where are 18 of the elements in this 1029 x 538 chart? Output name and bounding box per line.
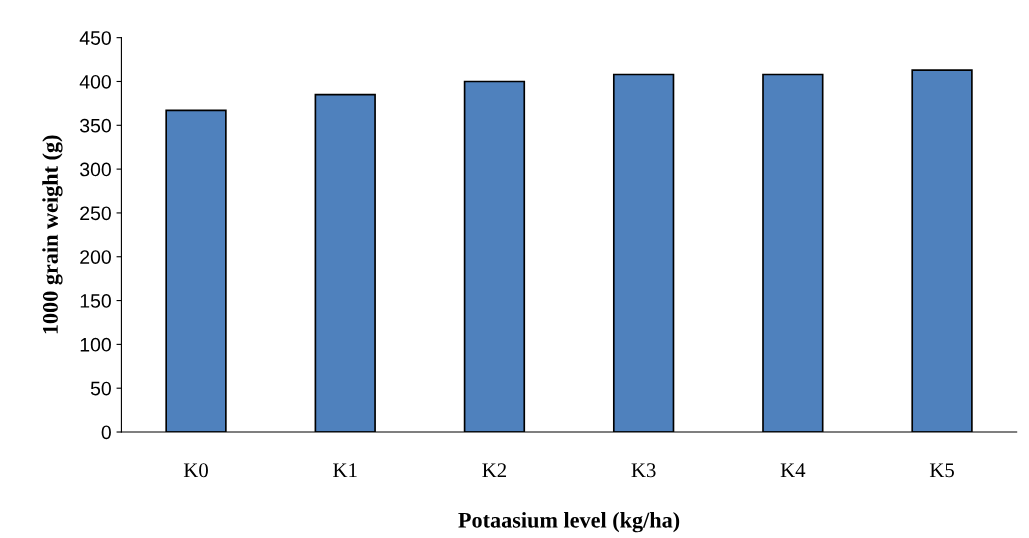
y-tick-label: 100 <box>80 337 111 352</box>
x-axis-title: Potaasium level (kg/ha) <box>458 512 680 533</box>
x-tick-label: K2 <box>482 463 507 478</box>
y-tick-label: 400 <box>79 74 111 89</box>
x-tick-label: K5 <box>929 463 954 478</box>
y-tick-label: 450 <box>79 31 111 45</box>
y-tick-label: 300 <box>80 162 111 177</box>
y-tick-label: 50 <box>90 381 111 396</box>
y-axis-title: 1000 grain weight (g) <box>42 135 63 334</box>
y-tick-label: 350 <box>80 118 111 133</box>
y-tick-label: 150 <box>80 294 111 308</box>
y-tick-label: 0 <box>101 425 111 440</box>
x-tick-label: K4 <box>780 463 806 478</box>
x-tick-label: K3 <box>631 463 656 478</box>
x-tick-label: K1 <box>333 463 357 478</box>
x-tick-label: K0 <box>183 463 208 478</box>
y-tick-label: 250 <box>80 206 111 221</box>
y-tick-label: 200 <box>80 250 111 264</box>
